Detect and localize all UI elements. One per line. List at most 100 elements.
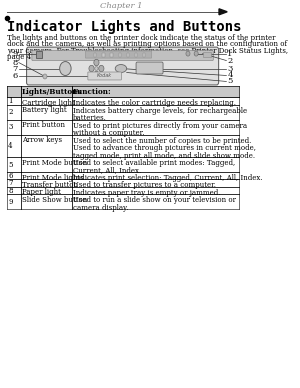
Text: 8: 8 bbox=[13, 59, 18, 67]
Text: 6: 6 bbox=[13, 73, 18, 80]
Bar bbox=[127, 53, 129, 57]
Bar bbox=[7, 157, 21, 172]
Text: 8: 8 bbox=[8, 187, 13, 195]
FancyBboxPatch shape bbox=[85, 51, 152, 58]
Bar bbox=[21, 97, 72, 105]
Text: 9: 9 bbox=[8, 198, 13, 206]
Circle shape bbox=[89, 65, 94, 72]
Bar bbox=[118, 53, 121, 57]
Text: without a computer.: without a computer. bbox=[73, 129, 144, 137]
Bar bbox=[21, 194, 72, 210]
Bar bbox=[7, 180, 21, 187]
Text: 3: 3 bbox=[8, 123, 13, 131]
Circle shape bbox=[60, 62, 71, 76]
Bar bbox=[21, 135, 72, 157]
Bar bbox=[36, 50, 42, 57]
Text: tagged mode, print all mode, and slide show mode.: tagged mode, print all mode, and slide s… bbox=[73, 152, 255, 159]
Text: Transfer button: Transfer button bbox=[22, 181, 78, 189]
Bar bbox=[7, 105, 21, 120]
Text: 7: 7 bbox=[13, 64, 18, 73]
Text: Indicates the color cartridge needs replacing.: Indicates the color cartridge needs repl… bbox=[73, 99, 236, 107]
Bar bbox=[21, 120, 72, 135]
Text: Function:: Function: bbox=[73, 88, 111, 96]
Text: 6: 6 bbox=[8, 172, 13, 180]
Text: Slide Show button: Slide Show button bbox=[22, 196, 87, 204]
Circle shape bbox=[95, 66, 98, 71]
Text: Used to select the number of copies to be printed.: Used to select the number of copies to b… bbox=[73, 137, 251, 145]
Circle shape bbox=[186, 51, 190, 56]
Bar bbox=[7, 135, 21, 157]
Text: 3: 3 bbox=[227, 64, 232, 73]
Bar bbox=[7, 97, 21, 105]
Text: 2: 2 bbox=[8, 108, 13, 116]
Text: Print Mode button: Print Mode button bbox=[22, 159, 87, 166]
Text: camera display.: camera display. bbox=[73, 204, 128, 212]
Bar bbox=[72, 87, 239, 97]
Circle shape bbox=[99, 65, 104, 72]
Bar bbox=[21, 187, 72, 194]
Bar bbox=[72, 180, 239, 187]
Bar bbox=[94, 53, 96, 57]
Text: Kodak: Kodak bbox=[97, 73, 112, 78]
Text: 5: 5 bbox=[227, 78, 232, 85]
Bar bbox=[21, 180, 72, 187]
Circle shape bbox=[194, 51, 198, 56]
Text: 9: 9 bbox=[13, 50, 18, 57]
Bar bbox=[102, 53, 105, 57]
Bar bbox=[72, 135, 239, 157]
Bar bbox=[143, 53, 146, 57]
Bar bbox=[72, 187, 239, 194]
Bar bbox=[7, 187, 21, 194]
Text: Indicates battery charge levels, for rechargeable: Indicates battery charge levels, for rec… bbox=[73, 107, 247, 115]
Text: Battery light: Battery light bbox=[22, 106, 67, 114]
Text: Indicates print selection: Tagged, Current, All, Index.: Indicates print selection: Tagged, Curre… bbox=[73, 174, 262, 182]
FancyBboxPatch shape bbox=[32, 50, 213, 61]
Bar bbox=[7, 87, 21, 97]
Bar bbox=[110, 53, 113, 57]
Circle shape bbox=[94, 71, 99, 78]
Text: Used to select available print modes: Tagged,: Used to select available print modes: Ta… bbox=[73, 159, 235, 167]
Circle shape bbox=[43, 74, 47, 79]
Text: Current, All, Index.: Current, All, Index. bbox=[73, 166, 141, 175]
Bar bbox=[21, 105, 72, 120]
Text: Used to print pictures directly from your camera: Used to print pictures directly from you… bbox=[73, 122, 247, 130]
Text: Print button: Print button bbox=[22, 121, 65, 129]
Bar bbox=[21, 87, 72, 97]
Bar bbox=[72, 194, 239, 210]
Bar bbox=[21, 157, 72, 172]
Text: 7: 7 bbox=[8, 179, 13, 187]
Text: batteries.: batteries. bbox=[73, 114, 106, 122]
Text: Paper light: Paper light bbox=[22, 189, 61, 196]
Text: 4: 4 bbox=[227, 71, 233, 80]
Text: dock and the camera, as well as printing options based on the configuration of: dock and the camera, as well as printing… bbox=[7, 40, 287, 48]
Text: Cartridge light: Cartridge light bbox=[22, 99, 75, 107]
Bar bbox=[72, 105, 239, 120]
Bar bbox=[203, 52, 211, 57]
Bar bbox=[7, 194, 21, 210]
Text: Lights/Buttons: Lights/Buttons bbox=[22, 88, 82, 96]
Text: 5: 5 bbox=[8, 161, 13, 168]
Bar bbox=[72, 157, 239, 172]
Text: Arrow keys: Arrow keys bbox=[22, 136, 62, 144]
FancyBboxPatch shape bbox=[136, 62, 163, 74]
Ellipse shape bbox=[115, 64, 127, 73]
Bar bbox=[72, 172, 239, 180]
Bar bbox=[7, 120, 21, 135]
Bar bbox=[135, 53, 137, 57]
Bar bbox=[72, 120, 239, 135]
FancyBboxPatch shape bbox=[88, 72, 122, 80]
Bar bbox=[7, 172, 21, 180]
Text: Indicates paper tray is empty or jammed.: Indicates paper tray is empty or jammed. bbox=[73, 189, 220, 197]
Text: Chapter 1: Chapter 1 bbox=[100, 2, 142, 10]
Text: 1: 1 bbox=[8, 97, 13, 105]
Text: page 47.: page 47. bbox=[7, 53, 38, 61]
Text: 1: 1 bbox=[227, 50, 232, 57]
FancyBboxPatch shape bbox=[27, 47, 219, 85]
Circle shape bbox=[94, 59, 99, 66]
Text: your camera. For Troubleshooting information, see Printer Dock Status Lights,: your camera. For Troubleshooting informa… bbox=[7, 47, 288, 55]
Text: Indicator Lights and Buttons: Indicator Lights and Buttons bbox=[7, 20, 241, 34]
Text: 2: 2 bbox=[227, 57, 232, 64]
Text: 4: 4 bbox=[8, 142, 13, 150]
Text: Used to transfer pictures to a computer.: Used to transfer pictures to a computer. bbox=[73, 182, 216, 189]
Polygon shape bbox=[219, 9, 227, 15]
